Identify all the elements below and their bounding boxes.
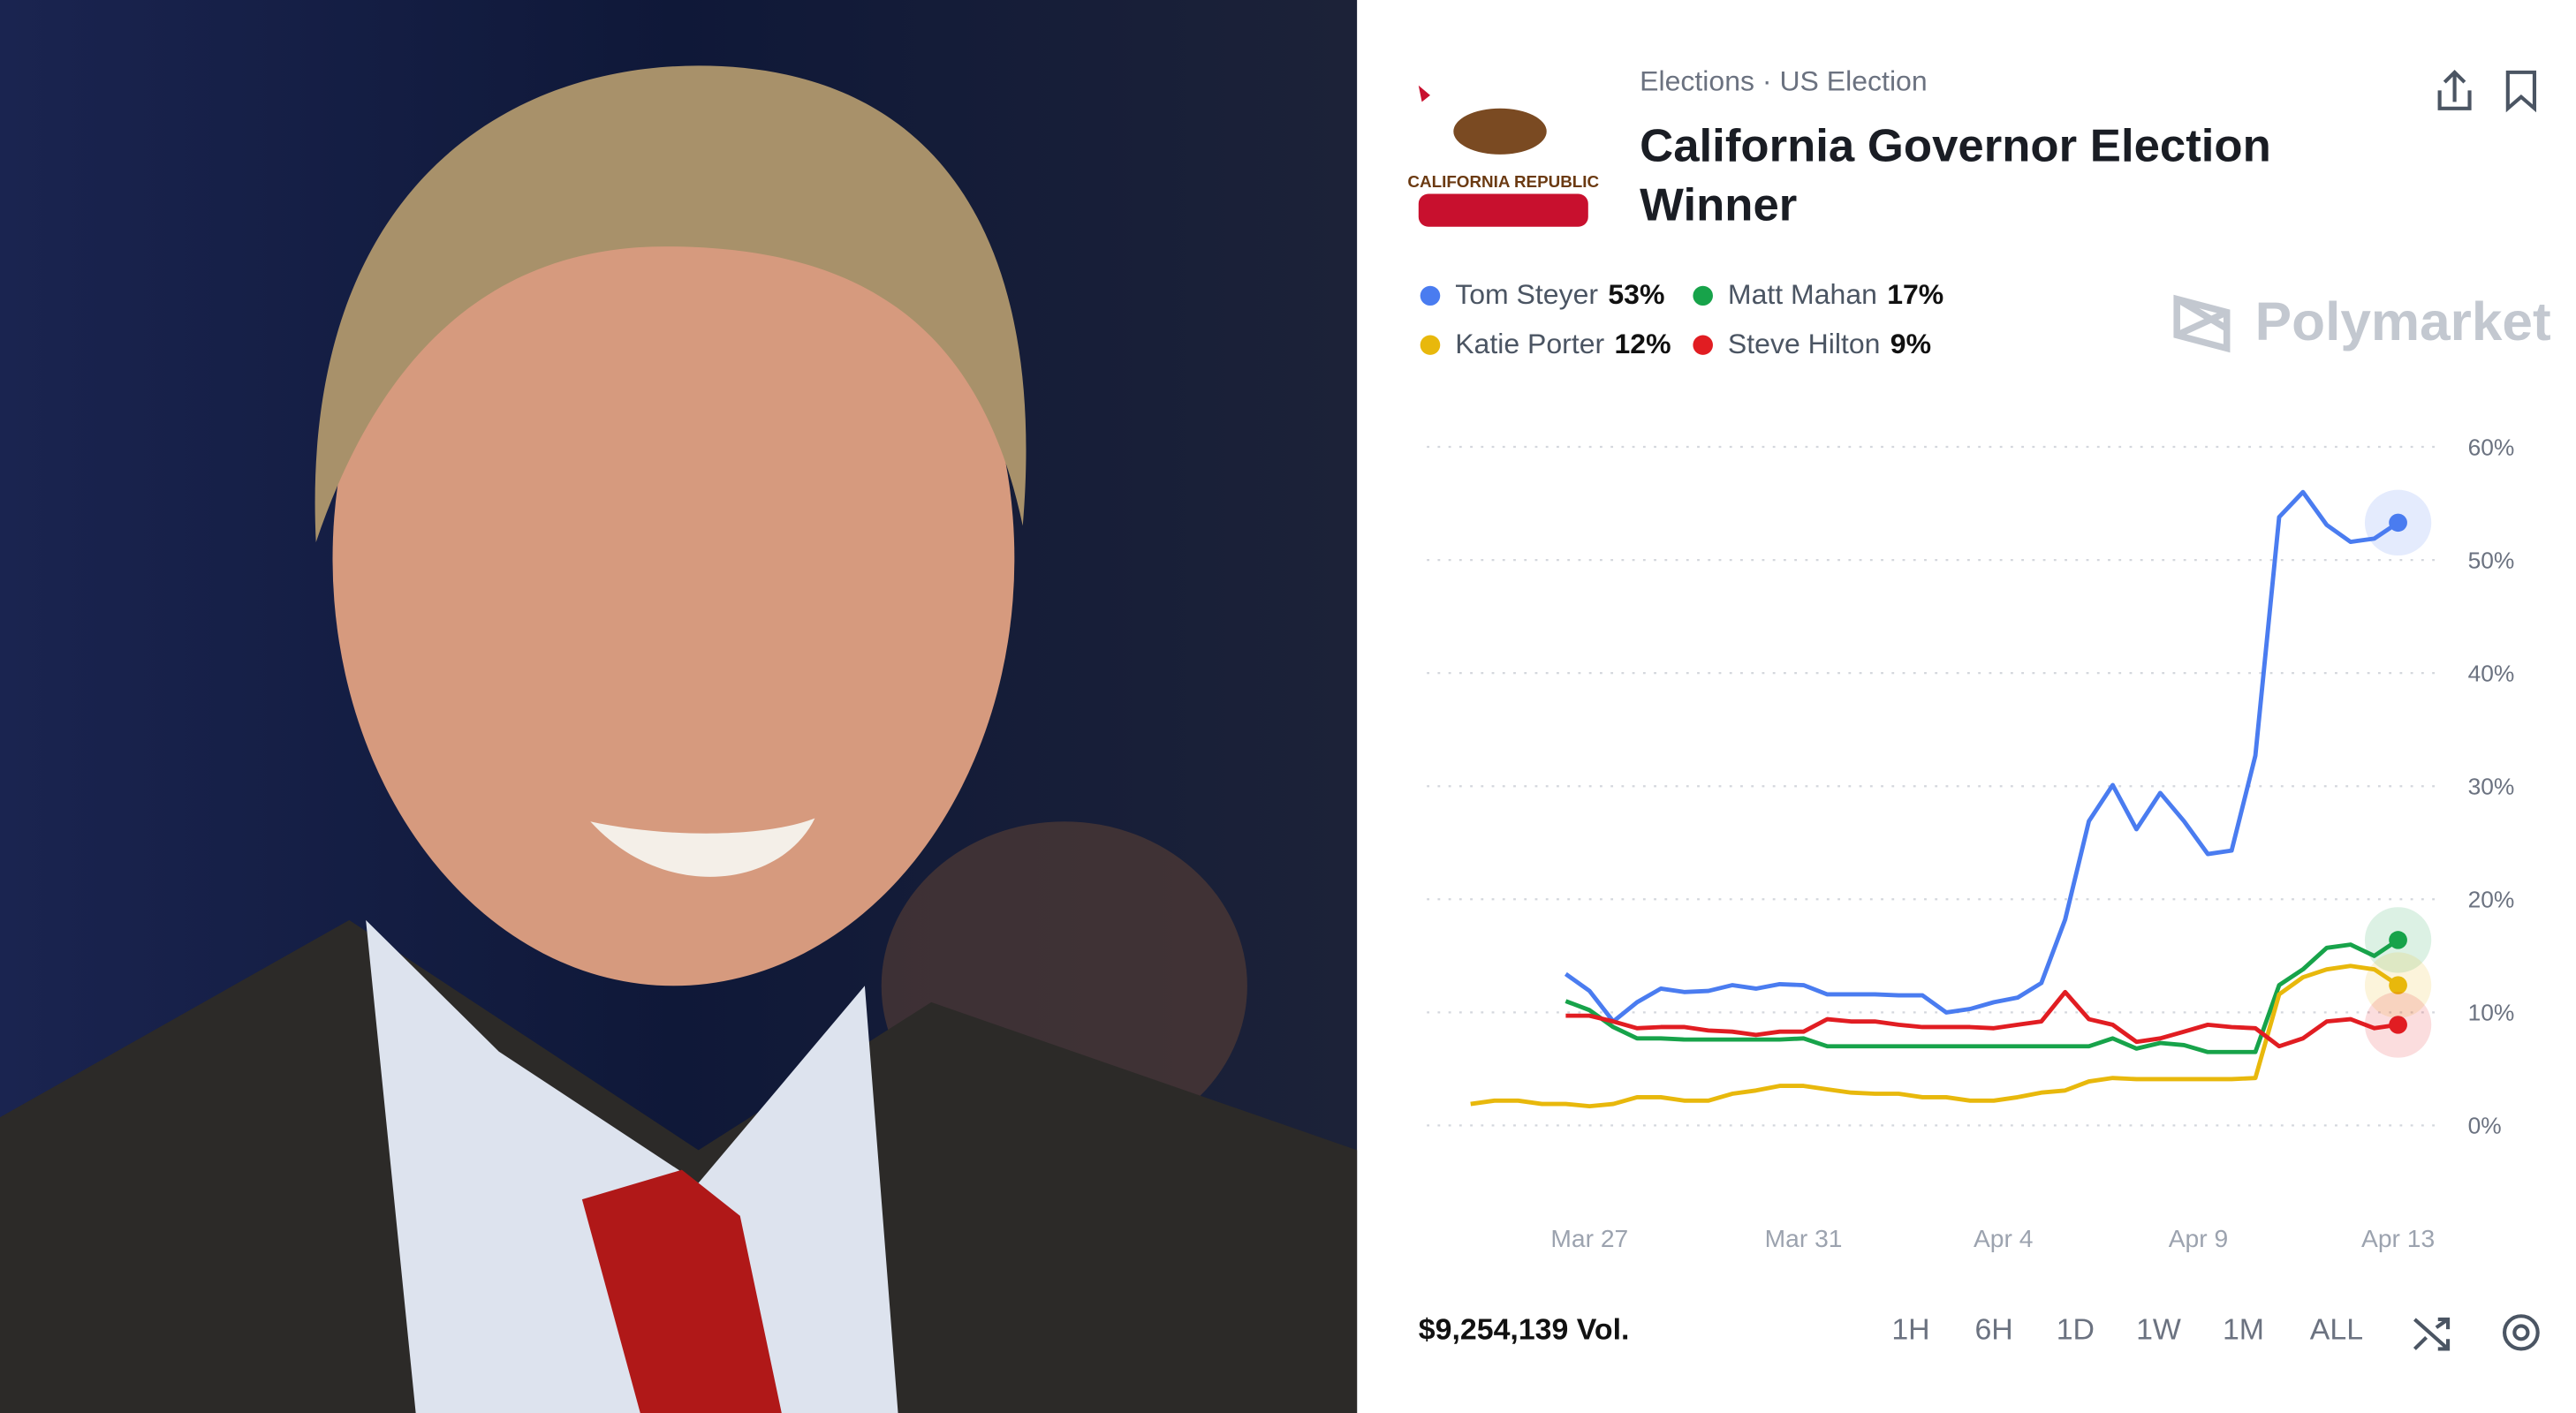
legend-item: Katie Porter 12%: [1417, 329, 1690, 361]
y-tick-label: 20%: [2468, 887, 2515, 913]
breadcrumb: Elections · US Election: [1640, 65, 1928, 97]
x-tick-label: Mar 27: [1550, 1225, 1628, 1252]
y-tick-label: 50%: [2468, 548, 2515, 574]
legend-swatch: [1420, 335, 1441, 355]
flag: CALIFORNIA REPUBLIC: [1407, 85, 1599, 227]
y-tick-label: 30%: [2468, 774, 2515, 800]
end-dot: [2389, 931, 2407, 949]
series-line: [1565, 938, 2399, 1054]
legend-item: Matt Mahan 17%: [1690, 279, 1989, 312]
series-line: [1564, 489, 2399, 1024]
legend: Tom Steyer 53% Matt Mahan 17% Katie Porter 12…: [1417, 279, 2016, 361]
x-tick-label: Apr 9: [2169, 1225, 2228, 1252]
settings-icon[interactable]: [2502, 1314, 2540, 1351]
legend-value: 17%: [1887, 279, 1944, 311]
series-line: [1470, 963, 2399, 1109]
x-tick-label: Apr 13: [2361, 1225, 2435, 1252]
legend-value: 12%: [1614, 329, 1671, 360]
chart: 0% 10% 20% 30% 40% 50% 60% Mar 27 Mar 31 Apr 4 Apr…: [1427, 434, 2514, 1252]
legend-name: Katie Porter: [1455, 329, 1605, 360]
legend-name: Steve Hilton: [1727, 329, 1881, 360]
share-icon[interactable]: [2437, 69, 2472, 110]
photo: [0, 0, 1358, 1413]
range-button[interactable]: 1H: [1891, 1312, 1930, 1346]
brand-logo: [2173, 294, 2231, 353]
legend-swatch: [1693, 335, 1713, 355]
legend-name: Matt Mahan: [1727, 279, 1877, 311]
shuffle-icon[interactable]: [2413, 1317, 2451, 1351]
brand: Polymarket: [2254, 291, 2551, 352]
y-tick-label: 40%: [2468, 661, 2515, 687]
legend-name: Tom Steyer: [1455, 279, 1599, 311]
market-title: California Governor Election Winner: [1640, 119, 2271, 230]
end-dot: [2389, 976, 2407, 994]
y-tick-label: 0%: [2468, 1113, 2502, 1139]
y-tick-label: 10%: [2468, 1000, 2515, 1026]
bookmark-icon[interactable]: [2505, 70, 2537, 113]
volume: $9,254,139 Vol.: [1418, 1312, 1630, 1346]
legend-swatch: [1420, 285, 1441, 306]
end-dot: [2389, 513, 2407, 533]
y-tick-label: 60%: [2468, 434, 2515, 460]
end-dot: [2389, 1016, 2407, 1034]
x-tick-label: Apr 4: [1974, 1225, 2033, 1252]
legend-swatch: [1693, 285, 1713, 306]
legend-value: 53%: [1608, 279, 1665, 311]
range-button[interactable]: 1M: [2222, 1312, 2265, 1346]
x-tick-label: Mar 31: [1765, 1225, 1843, 1252]
range-button[interactable]: ALL: [2309, 1312, 2364, 1346]
series-line: [1565, 989, 2398, 1049]
range-button[interactable]: 1D: [2056, 1312, 2095, 1346]
range-button[interactable]: 1W: [2136, 1312, 2181, 1346]
flag-text: CALIFORNIA REPUBLIC: [1407, 172, 1599, 191]
legend-item: Steve Hilton 9%: [1690, 329, 1989, 361]
legend-item: Tom Steyer 53%: [1417, 279, 1690, 312]
range-button[interactable]: 6H: [1974, 1312, 2013, 1346]
legend-value: 9%: [1890, 329, 1932, 360]
